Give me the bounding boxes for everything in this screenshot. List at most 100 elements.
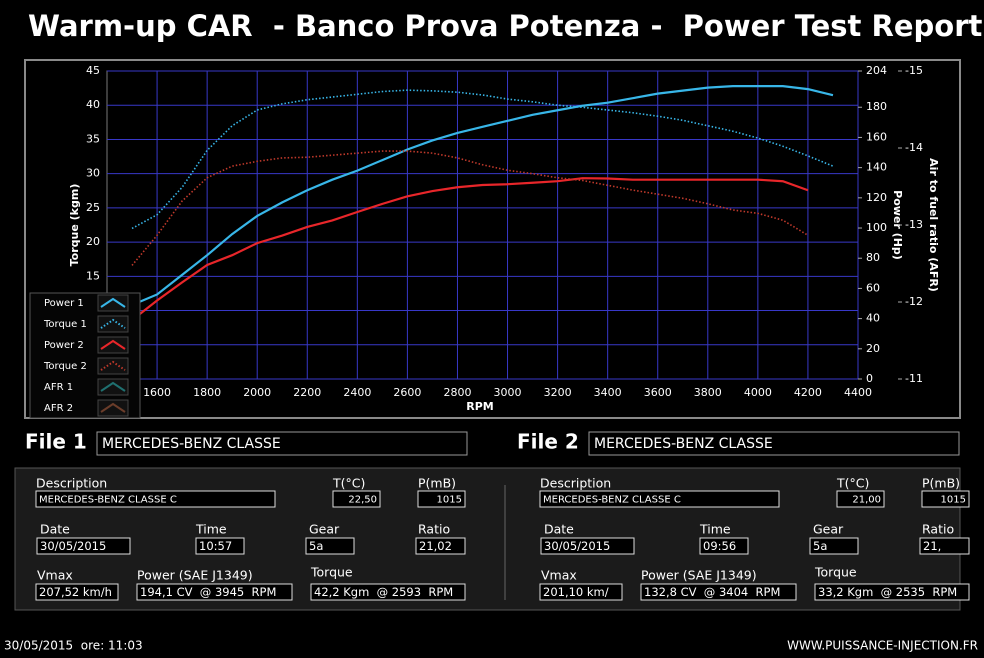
field-value: 10:57 [199,539,232,553]
y2-tick-label: 160 [866,130,887,143]
field-label: Date [544,522,574,537]
field-label: Torque [310,565,353,580]
legend-line [100,297,126,308]
y2-tick-label: 204 [866,64,887,77]
y-axis-label: Torque (kgm) [68,184,81,267]
fields: Description MERCEDES-BENZ CLASSE C T(°C) 22… [35,476,970,601]
field-box [809,537,859,555]
field-box [814,583,970,601]
field-value: 21,00 [852,495,881,506]
x-tick-label: 3200 [544,386,572,399]
legend-line [100,402,126,413]
x-tick-label: 3400 [594,386,622,399]
y-tick-label: 25 [86,201,100,214]
field-value: 09:56 [703,539,736,553]
x-tick-label: 2600 [393,386,421,399]
field-box [310,583,466,601]
legend-label: Power 1 [44,298,84,309]
field-value: 30/05/2015 [40,539,106,553]
file-name: MERCEDES-BENZ CLASSE [594,436,773,452]
field-value: 194,1 CV @ 3945 RPM [140,585,276,599]
file-label: File 1 [25,430,87,454]
field-label: P(mB) [418,476,456,491]
y3-axis-label: Air to fuel ratio (AFR) [927,158,940,292]
footer-datetime: 30/05/2015 ore: 11:03 [4,639,143,653]
x-tick-label: 2200 [293,386,321,399]
report-title: Warm-up CAR - Banco Prova Potenza - Powe… [28,9,983,43]
legend-line [100,381,126,392]
field-label: T(°C) [332,476,365,491]
field-label: Description [36,476,107,491]
field-value: 5a [813,539,827,553]
x-tick-label: 1600 [143,386,171,399]
x-tick-label: 3000 [494,386,522,399]
field-value: 22,50 [348,495,377,506]
x-tick-label: 3600 [644,386,672,399]
y2-tick-label: 40 [866,312,880,325]
legend-line [100,318,126,329]
legend-swatch [97,315,129,333]
y-tick-label: 35 [86,132,100,145]
field-value: 42,2 Kgm @ 2593 RPM [314,585,453,599]
series-line [131,89,834,230]
y2-tick-label: 100 [866,221,887,234]
legend-box [29,292,141,419]
field-value: 21, [923,539,941,553]
file-name-box [588,431,960,456]
y-tick-label: 45 [86,64,100,77]
field-box [36,537,131,555]
field-label: Ratio [922,522,954,537]
x-tick-label: 2000 [243,386,271,399]
field-box [540,537,635,555]
y-tick-label: 30 [86,167,100,180]
field-label: Gear [309,522,340,537]
y-tick-label: 20 [86,235,100,248]
y-tick-label: 40 [86,98,100,111]
legend-swatch [97,294,129,312]
field-box [836,490,885,508]
y2-tick-label: 60 [866,281,880,294]
field-label: Ratio [418,522,450,537]
x-tick-label: 1800 [193,386,221,399]
field-value: 201,10 km/ [543,585,609,599]
field-box [640,583,797,601]
y2-axis-label: Power (Hp) [891,190,904,260]
field-value: 5a [309,539,323,553]
legend-label: AFR 2 [44,403,73,414]
field-value: MERCEDES-BENZ CLASSE C [39,495,177,506]
field-box [539,490,780,508]
y3-tick-label: -11 [905,372,923,385]
x-tick-label: 4000 [744,386,772,399]
y2-tick-label: 140 [866,161,887,174]
field-box [415,537,466,555]
field-value: 30/05/2015 [544,539,610,553]
legend: Power 1 Torque 1 Power 2 Torque 2 AFR 1 AFR 2 [29,292,141,419]
field-box [417,490,466,508]
field-value: 1015 [437,495,462,506]
x-tick-label: 4200 [794,386,822,399]
y3-tick-label: -14 [905,141,923,154]
footer-website: WWW.PUISSANCE-INJECTION.FR [787,639,978,653]
field-box [921,490,970,508]
y3-tick-label: -12 [905,295,923,308]
field-box [195,537,245,555]
y2-tick-label: 180 [866,100,887,113]
x-tick-label: 3800 [694,386,722,399]
legend-line [100,339,126,350]
y2-tick-label: 80 [866,251,880,264]
legend-swatch [97,357,129,375]
field-label: P(mB) [922,476,960,491]
series-line [131,177,809,321]
y3-tick-label: -13 [905,218,923,231]
y2-tick-label: 0 [866,372,873,385]
field-box [699,537,749,555]
y2-tick-label: 20 [866,342,880,355]
legend-swatch [97,336,129,354]
file-label: File 2 [517,430,579,454]
x-tick-label: 2400 [343,386,371,399]
field-box [539,583,623,601]
plot-area [106,70,859,380]
x-tick-label: 4400 [844,386,872,399]
field-label: T(°C) [836,476,869,491]
